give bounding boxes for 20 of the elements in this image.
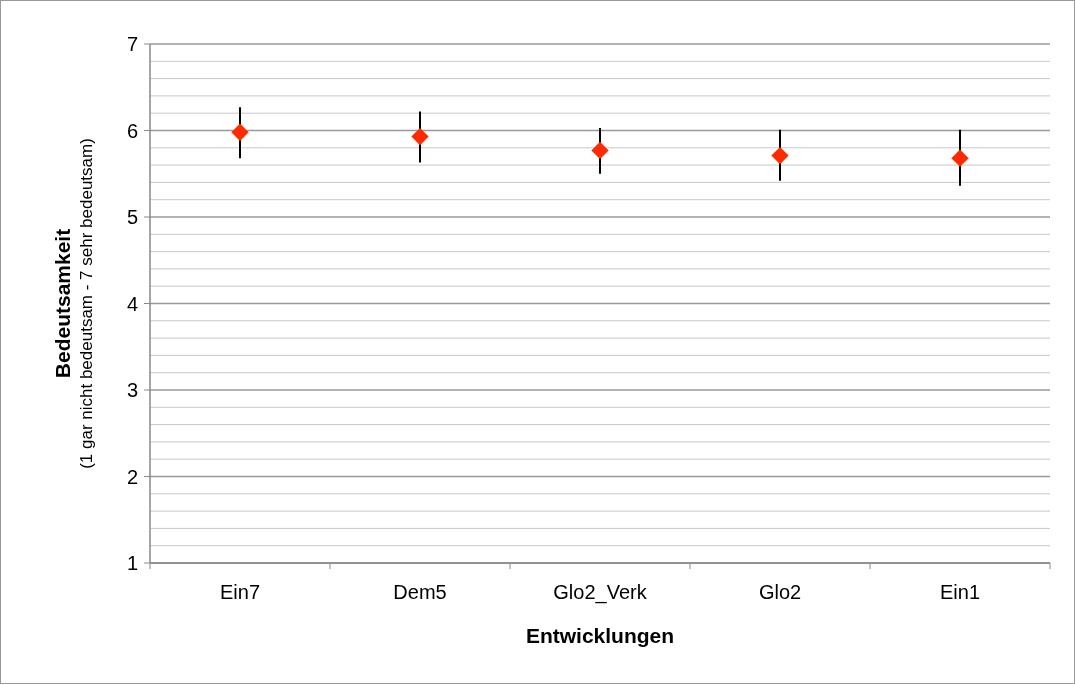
- text: (1 gar nicht bedeutsam - 7 sehr bedeutsam): [77, 138, 96, 469]
- point: [951, 149, 969, 167]
- x-tick-label: Ein7: [219, 581, 261, 603]
- y-tick-label: 1: [126, 552, 138, 574]
- x-tick-label: Glo2: [758, 581, 802, 603]
- y-axis-title: Bedeutsamkeit: [51, 228, 74, 379]
- y-tick-label: 4: [126, 292, 138, 315]
- point: [591, 141, 609, 160]
- y-tick-label: 2: [126, 465, 138, 488]
- point: [411, 127, 429, 146]
- point: [771, 146, 789, 165]
- x-tick-label: Ein1: [939, 581, 981, 603]
- x-axis-title: Entwicklungen: [525, 624, 675, 647]
- y-tick-label: 7: [126, 33, 138, 55]
- point: [231, 123, 249, 141]
- x-tick-label: Glo2_Verk: [553, 581, 648, 604]
- y-tick-label: 5: [126, 206, 138, 228]
- y-tick-label: 3: [126, 379, 138, 401]
- x-tick-label: Dem5: [393, 581, 447, 603]
- y-tick-label: 6: [126, 119, 138, 142]
